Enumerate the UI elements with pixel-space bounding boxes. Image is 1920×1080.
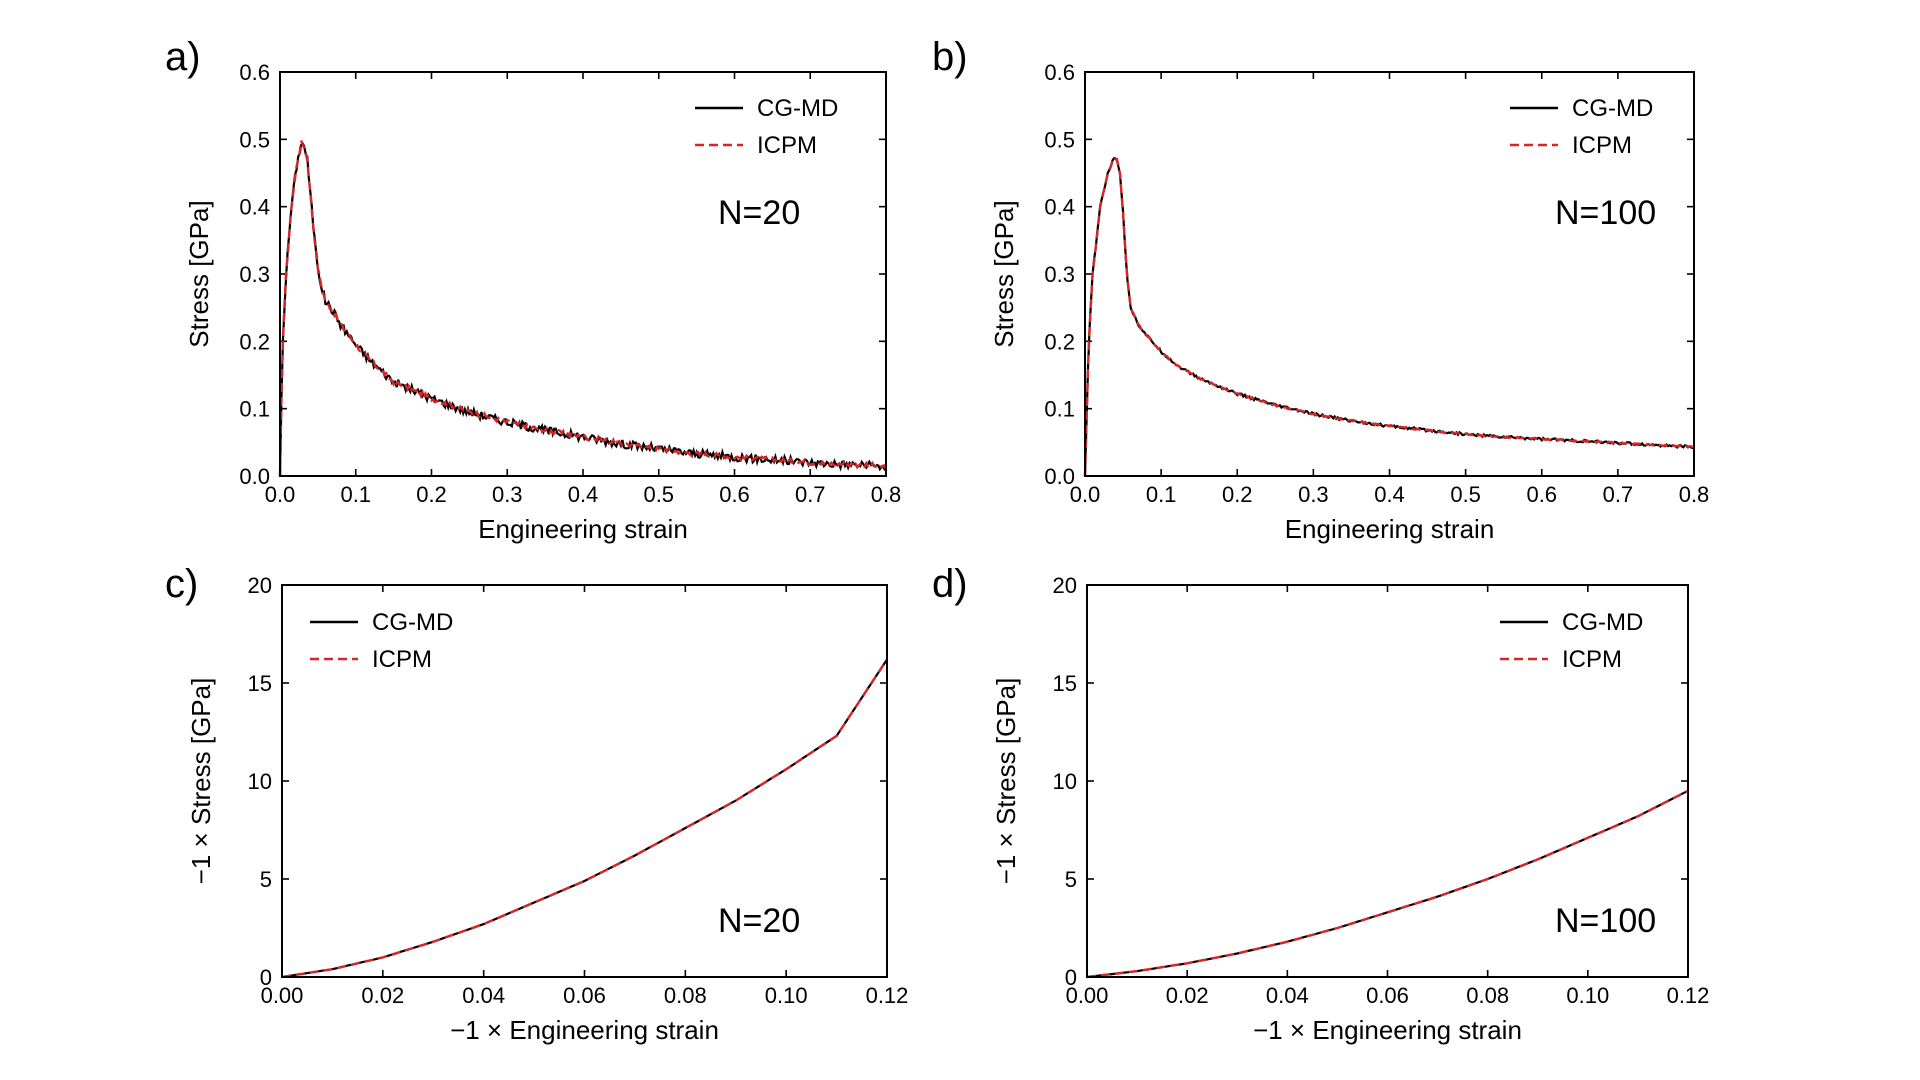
x-tick-label: 0.12 [866, 983, 909, 1008]
plot-frame [1084, 71, 1695, 477]
y-tick-label: 20 [1053, 573, 1077, 598]
annotation-n: N=100 [1555, 194, 1656, 232]
x-tick-label: 0.1 [1146, 482, 1177, 507]
plot-frame [1086, 584, 1689, 978]
y-tick-label: 10 [1053, 769, 1077, 794]
y-tick-label: 0.6 [239, 60, 270, 85]
y-tick-label: 20 [248, 573, 272, 598]
panel-c: c) 0.00 0.02 0.04 0.06 0.08 0.10 0.12 0 5 10 15 20 −1… [165, 562, 908, 1045]
x-tick-label: 0.10 [765, 983, 808, 1008]
legend-label: CG-MD [1562, 609, 1643, 636]
x-tick-label: 0.02 [1166, 983, 1209, 1008]
x-tick-label: 0.10 [1566, 983, 1609, 1008]
y-tick-label: 0.1 [1044, 397, 1075, 422]
y-tick-label: 0.3 [239, 262, 270, 287]
x-axis-title: Engineering strain [1285, 514, 1495, 544]
series-line-icpm [1083, 155, 1695, 477]
plot-frame [281, 584, 888, 978]
y-tick-label: 0.4 [239, 195, 270, 220]
y-axis-title: −1 × Stress [GPa] [186, 678, 216, 885]
panel-letter: c) [165, 562, 198, 606]
y-tick-label: 0.6 [1044, 60, 1075, 85]
legend-label: CG-MD [1572, 95, 1653, 122]
y-tick-label: 15 [248, 671, 272, 696]
x-tick-label: 0.00 [1066, 983, 1109, 1008]
y-tick-label: 0.1 [239, 397, 270, 422]
x-tick-label: 0.1 [340, 482, 371, 507]
legend-label: ICPM [372, 646, 432, 673]
x-tick-label: 0.06 [1366, 983, 1409, 1008]
x-tick-label: 0.5 [643, 482, 674, 507]
x-tick-label: 0.7 [795, 482, 826, 507]
y-tick-label: 0.0 [1044, 464, 1075, 489]
x-tick-label: 0.06 [563, 983, 606, 1008]
y-tick-label: 0 [260, 965, 272, 990]
x-tick-label: 0.12 [1667, 983, 1710, 1008]
legend-label: CG-MD [372, 609, 453, 636]
x-tick-label: 0.2 [1222, 482, 1253, 507]
series-line-icpm [278, 140, 888, 477]
x-axis-title: −1 × Engineering strain [1253, 1015, 1522, 1045]
y-tick-label: 10 [248, 769, 272, 794]
x-tick-label: 0.4 [1374, 482, 1405, 507]
annotation-n: N=100 [1555, 902, 1656, 940]
panel-letter: a) [165, 35, 201, 79]
y-axis-title: −1 × Stress [GPa] [991, 678, 1021, 885]
y-tick-label: 0.0 [239, 464, 270, 489]
legend-label: ICPM [1572, 132, 1632, 159]
panel-letter: d) [932, 562, 968, 606]
y-tick-label: 0.4 [1044, 195, 1075, 220]
x-tick-label: 0.02 [361, 983, 404, 1008]
y-tick-label: 0.2 [1044, 329, 1075, 354]
x-tick-label: 0.0 [1070, 482, 1101, 507]
x-tick-label: 0.2 [416, 482, 447, 507]
annotation-n: N=20 [718, 194, 800, 232]
x-tick-label: 0.08 [664, 983, 707, 1008]
y-tick-label: 5 [260, 867, 272, 892]
x-tick-label: 0.0 [265, 482, 296, 507]
y-tick-label: 0.3 [1044, 262, 1075, 287]
x-tick-label: 0.6 [1526, 482, 1557, 507]
panel-a: a) 0.0 0.1 0.2 0.3 0.4 0.5 0.6 0.7 0.8 0.0 0.1 0.2 0.… [165, 35, 901, 544]
series-line-cg-md [278, 141, 888, 477]
plot-frame [279, 71, 887, 477]
series-line-icpm [1086, 789, 1689, 979]
x-tick-label: 0.8 [1679, 482, 1710, 507]
x-axis-title: Engineering strain [478, 514, 688, 544]
annotation-n: N=20 [718, 902, 800, 940]
y-tick-label: 5 [1065, 867, 1077, 892]
y-tick-label: 0.2 [239, 329, 270, 354]
panel-d: d) 0.00 0.02 0.04 0.06 0.08 0.10 0.12 0 5 10 15 20 −1… [932, 562, 1709, 1045]
panel-b: b) 0.0 0.1 0.2 0.3 0.4 0.5 0.6 0.7 0.8 0.0 0.1 0.2 0.… [932, 35, 1709, 544]
legend-label: CG-MD [757, 95, 838, 122]
x-tick-label: 0.6 [719, 482, 750, 507]
x-tick-label: 0.4 [568, 482, 599, 507]
x-tick-label: 0.00 [261, 983, 304, 1008]
y-tick-label: 0.5 [239, 127, 270, 152]
legend-label: ICPM [1562, 646, 1622, 673]
y-axis-title: Stress [GPa] [184, 200, 214, 347]
y-tick-label: 15 [1053, 671, 1077, 696]
x-tick-label: 0.8 [871, 482, 902, 507]
x-tick-label: 0.3 [1298, 482, 1329, 507]
series-line-cg-md [1086, 789, 1689, 979]
x-tick-label: 0.08 [1466, 983, 1509, 1008]
legend-label: ICPM [757, 132, 817, 159]
x-tick-label: 0.3 [492, 482, 523, 507]
x-tick-label: 0.5 [1450, 482, 1481, 507]
x-axis-title: −1 × Engineering strain [450, 1015, 719, 1045]
y-tick-label: 0 [1065, 965, 1077, 990]
series-line-icpm [281, 658, 889, 979]
panel-letter: b) [932, 35, 968, 79]
y-axis-title: Stress [GPa] [989, 200, 1019, 347]
x-tick-label: 0.7 [1603, 482, 1634, 507]
y-tick-label: 0.5 [1044, 127, 1075, 152]
x-tick-label: 0.04 [1266, 983, 1309, 1008]
x-tick-label: 0.04 [462, 983, 505, 1008]
